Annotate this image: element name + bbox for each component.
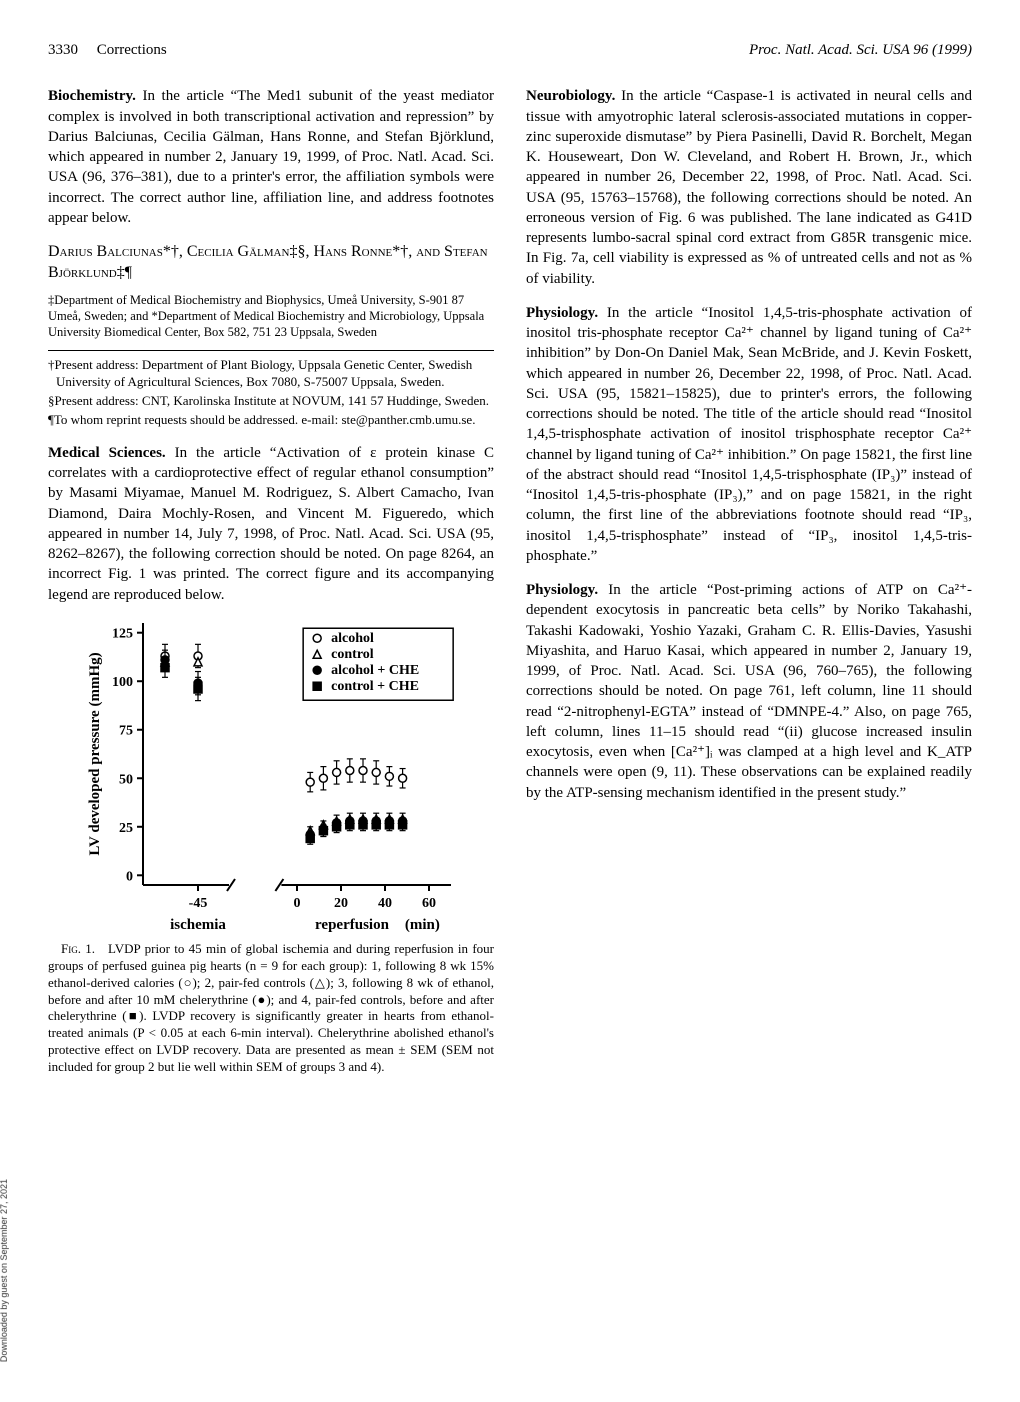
lvdp-chart: 0 25 50 75 100 125 -45 0 20 40 60 LV developed pres… (81, 615, 461, 935)
svg-text:20: 20 (334, 896, 348, 911)
caption-text: LVDP prior to 45 min of global ischemia … (48, 941, 494, 1074)
svg-text:125: 125 (112, 627, 133, 642)
physiology-correction-2: Physiology. In the article “Post-priming… (526, 580, 972, 803)
footnote-3: ¶To whom reprint requests should be addr… (48, 412, 494, 429)
section-label: Physiology. (526, 305, 598, 321)
section-text: In the article “Inositol 1,4,5-tris-phos… (526, 305, 972, 564)
download-note: Downloaded by guest on September 27, 202… (0, 1179, 10, 1362)
neurobiology-correction: Neurobiology. In the article “Caspase-1 … (526, 86, 972, 289)
affiliation-line: ‡Department of Medical Biochemistry and … (48, 292, 494, 341)
author-line: Darius Balciunas*†, Cecilia Gälman‡§, Ha… (48, 242, 494, 284)
footnote-2: §Present address: CNT, Karolinska Instit… (48, 393, 494, 410)
svg-text:ischemia: ischemia (170, 917, 226, 933)
section-text: In the article “Post-priming actions of … (526, 582, 972, 801)
svg-text:reperfusion: reperfusion (315, 917, 390, 933)
header-section: Corrections (97, 42, 167, 58)
page-header: 3330 Corrections Proc. Natl. Acad. Sci. … (48, 40, 972, 60)
left-column: Biochemistry. In the article “The Med1 s… (48, 82, 494, 1084)
svg-text:LV developed pressure (mmHg): LV developed pressure (mmHg) (87, 652, 103, 855)
section-label: Physiology. (526, 582, 598, 598)
svg-text:50: 50 (119, 772, 133, 787)
section-text: In the article “Caspase-1 is activated i… (526, 88, 972, 286)
header-right: Proc. Natl. Acad. Sci. USA 96 (1999) (749, 40, 972, 60)
figure-caption: Fig. 1. LVDP prior to 45 min of global i… (48, 941, 494, 1076)
svg-text:alcohol: alcohol (331, 631, 374, 646)
svg-text:control: control (331, 647, 374, 662)
physiology-correction-1: Physiology. In the article “Inositol 1,4… (526, 303, 972, 566)
svg-text:-45: -45 (189, 896, 208, 911)
svg-text:40: 40 (378, 896, 392, 911)
two-column-layout: Biochemistry. In the article “The Med1 s… (48, 82, 972, 1084)
svg-text:0: 0 (126, 869, 133, 884)
section-label: Medical Sciences. (48, 445, 166, 461)
svg-text:100: 100 (112, 675, 133, 690)
header-left: 3330 Corrections (48, 40, 167, 60)
svg-text:0: 0 (294, 896, 301, 911)
right-column: Neurobiology. In the article “Caspase-1 … (526, 82, 972, 1084)
svg-text:(min): (min) (405, 917, 440, 933)
section-label: Biochemistry. (48, 88, 136, 104)
svg-text:60: 60 (422, 896, 436, 911)
caption-lead: Fig. 1. (61, 941, 95, 956)
medical-sciences-correction: Medical Sciences. In the article “Activa… (48, 443, 494, 605)
svg-text:alcohol + CHE: alcohol + CHE (331, 663, 419, 678)
journal-ref: Proc. Natl. Acad. Sci. USA 96 (1999) (749, 42, 972, 58)
biochemistry-correction: Biochemistry. In the article “The Med1 s… (48, 86, 494, 228)
footnote-rule (48, 350, 494, 351)
figure-1: 0 25 50 75 100 125 -45 0 20 40 60 LV developed pres… (48, 615, 494, 1076)
section-text: In the article “Activation of ε protein … (48, 445, 494, 603)
svg-text:control + CHE: control + CHE (331, 679, 419, 694)
page-number: 3330 (48, 42, 78, 58)
footnote-1: †Present address: Department of Plant Bi… (48, 357, 494, 391)
svg-text:75: 75 (119, 724, 133, 739)
svg-text:25: 25 (119, 821, 133, 836)
section-label: Neurobiology. (526, 88, 615, 104)
section-text: In the article “The Med1 subunit of the … (48, 88, 494, 226)
